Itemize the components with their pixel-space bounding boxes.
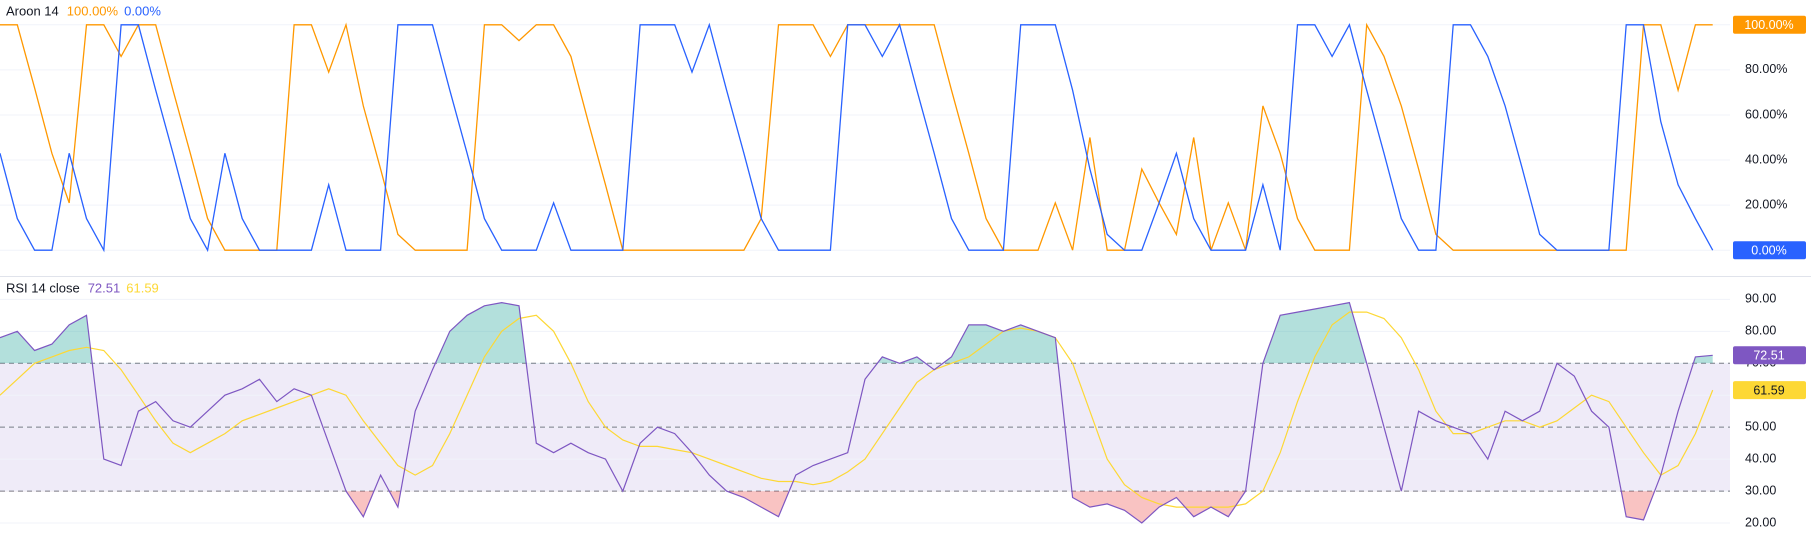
y-tick-label: 80.00: [1745, 324, 1776, 338]
y-tick-label: 20.00%: [1745, 197, 1787, 211]
price-badge: [1733, 346, 1806, 365]
price-badge-label: 61.59: [1753, 383, 1784, 397]
y-tick-label: 60.00%: [1745, 107, 1787, 121]
rsi-pane: 20.0030.0040.0050.0060.0070.0080.0090.00…: [0, 280, 1806, 529]
header-value: 0.00%: [124, 3, 161, 18]
price-badge-label: 100.00%: [1744, 18, 1793, 32]
series-line: [0, 301, 1713, 524]
y-tick-label: 30.00: [1745, 483, 1776, 497]
series-line: [0, 22, 1713, 251]
y-tick-label: 20.00: [1745, 515, 1776, 529]
price-badge-label: 0.00%: [1751, 244, 1786, 258]
header-value: 72.51: [88, 280, 121, 295]
header-value: 61.59: [126, 280, 159, 295]
y-tick-label: 90.00: [1745, 292, 1776, 306]
price-badge-label: 72.51: [1753, 349, 1784, 363]
header-value: 100.00%: [67, 3, 119, 18]
aroon-pane: 0.00% 20.00% 40.00% 60.00% 80.00% 100.00% Aroo…: [0, 3, 1806, 260]
overbought-fill: [0, 302, 1713, 364]
y-tick-label: 80.00%: [1745, 62, 1787, 76]
price-badge: [1733, 381, 1806, 400]
indicator-title: Aroon 14: [6, 3, 59, 18]
y-tick-label: 50.00: [1745, 419, 1776, 433]
indicator-title: RSI 14 close: [6, 280, 80, 295]
price-badge: [1733, 241, 1806, 260]
y-tick-label: 40.00%: [1745, 152, 1787, 166]
series-line: [0, 311, 1714, 508]
y-tick-label: 40.00: [1745, 451, 1776, 465]
price-badge: [1733, 15, 1806, 34]
series-line: [0, 22, 1714, 253]
